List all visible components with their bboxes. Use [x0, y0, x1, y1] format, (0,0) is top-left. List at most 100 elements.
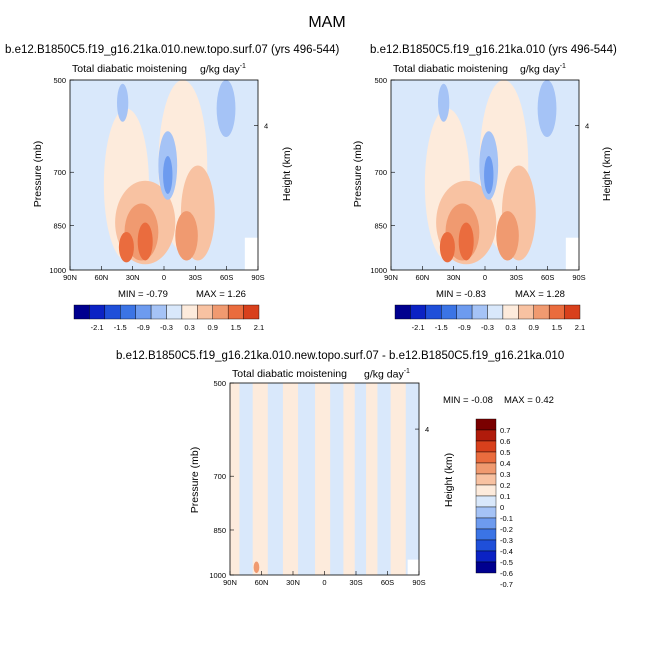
panel-2-ytick-label: 700 [374, 168, 387, 177]
panel-3-units: g/kg day-1 [364, 368, 410, 381]
panel-3-negative-band [354, 383, 367, 575]
panel-2-colorbar-label: -0.3 [481, 323, 494, 332]
panel-2-missing-area [565, 237, 579, 270]
panel-2-contour-strong [458, 222, 474, 261]
panel-3-colorbar-box [475, 528, 497, 541]
panel-2-colorbar-box [564, 304, 581, 320]
panel-3-negative-band [330, 383, 344, 575]
panel-3-colorbar-box [475, 484, 497, 497]
panel-2-contour-moderate-2 [496, 211, 519, 261]
panel-2-colorbar-label: -2.1 [412, 323, 425, 332]
panel-1-colorbar-label: 0.9 [208, 323, 218, 332]
panel-3-colorbar-box [475, 440, 497, 453]
panel-3-colorbar-label: 0.4 [500, 459, 510, 468]
panel-3-ytick-label: 700 [213, 472, 226, 481]
panel-3-colorbar-label: 0.7 [500, 426, 510, 435]
panel-3-negative-band [405, 383, 419, 575]
panel-2-colorbar-label: 0.3 [505, 323, 515, 332]
panel-3-xtick-label: 60N [255, 578, 269, 587]
panel-3-colorbar-box [475, 429, 497, 442]
panel-1-colorbar-label: 0.3 [184, 323, 194, 332]
panel-1-title: b.e12.B1850C5.f19_g16.21ka.010.new.topo.… [5, 44, 340, 56]
panel-1-xtick-label: 30N [126, 273, 140, 282]
panel-3-colorbar-label: -0.3 [500, 536, 513, 545]
panel-3-negative-band [239, 383, 253, 575]
panel-2-colorbar-box [548, 304, 565, 320]
panel-2-xtick-label: 60N [415, 273, 429, 282]
panel-2-title: b.e12.B1850C5.f19_g16.21ka.010 (yrs 496-… [370, 44, 617, 56]
panel-1-xtick-label: 30S [189, 273, 202, 282]
panel-3-colorbar-box [475, 517, 497, 530]
panel-1-colorbar-box [212, 304, 229, 320]
panel-1-colorbar-box [243, 304, 260, 320]
panel-1-colorbar-label: -0.3 [160, 323, 173, 332]
panel-3-min: MIN = -0.08 [443, 395, 493, 406]
panel-3-negative-band [377, 383, 391, 575]
panel-1-colorbar-label: -1.5 [114, 323, 127, 332]
panel-3-negative-band [267, 383, 283, 575]
panel-3-colorbar-label: -0.6 [500, 569, 513, 578]
panel-3-colorbar-label: 0.5 [500, 448, 510, 457]
main-title: MAM [308, 14, 346, 31]
panel-3-xtick-label: 30S [349, 578, 362, 587]
panel-3-colorbar-label: -0.1 [500, 514, 513, 523]
panel-1-contour-strong [137, 222, 153, 261]
panel-3-contour-positive [253, 561, 260, 574]
panel-2-ytick-label: 1000 [370, 266, 387, 275]
panel-1-contour-negative-strong [163, 156, 173, 194]
panel-2-ylabel-right: Height (km) [601, 146, 613, 202]
panel-2-right-tick-label: 4 [585, 122, 589, 131]
panel-2-colorbar-label: 0.9 [529, 323, 539, 332]
panel-2-xtick-label: 90N [384, 273, 398, 282]
panel-3-colorbar-label: -0.5 [500, 558, 513, 567]
panel-2-contour-negative-upper [438, 83, 450, 122]
panel-3-xtick-label: 60S [381, 578, 394, 587]
panel-3-colorbar-box [475, 561, 497, 574]
panel-3-title: b.e12.B1850C5.f19_g16.21ka.010.new.topo.… [116, 350, 565, 362]
panel-3-colorbar-box [475, 462, 497, 475]
panel-1-xtick-label: 0 [162, 273, 166, 282]
panel-1-colorbar-box [120, 304, 136, 320]
panel-1-xtick-label: 60N [94, 273, 108, 282]
panel-1-colorbar-box [181, 304, 198, 320]
panel-3-colorbar-label: 0.2 [500, 481, 510, 490]
panel-1-colorbar-box [150, 304, 167, 320]
panel-1-units: g/kg day-1 [200, 63, 246, 76]
panel-2-min: MIN = -0.83 [436, 289, 486, 300]
panel-3-colorbar-box [475, 418, 497, 431]
panel-2-contour-strong-2 [439, 232, 455, 263]
panel-2-colorbar-box [471, 304, 488, 320]
panel-2-colorbar-box [456, 304, 473, 320]
panel-3-subtitle: Total diabatic moistening [232, 368, 347, 380]
panel-3-colorbar-box [475, 506, 497, 519]
panel-1-max: MAX = 1.26 [196, 289, 246, 300]
panel-1-ytick-label: 850 [53, 221, 66, 230]
panel-2-contour-negative-strong [484, 156, 494, 194]
panel-3-colorbar-box [475, 451, 497, 464]
panel-3-colorbar-box [475, 473, 497, 486]
panel-1-ytick-label: 1000 [49, 266, 66, 275]
panel-3-colorbar-label: -0.2 [500, 525, 513, 534]
panel-2-xtick-label: 30N [447, 273, 461, 282]
panel-1-colorbar-box [197, 304, 213, 320]
panel-1-contour-strong-2 [118, 232, 134, 263]
panel-1-colorbar-box [135, 304, 152, 320]
panel-1-subtitle: Total diabatic moistening [72, 63, 187, 75]
panel-3-colorbar-label: -0.7 [500, 580, 513, 589]
panel-1-right-tick-label: 4 [264, 122, 268, 131]
panel-2-ytick-label: 850 [374, 221, 387, 230]
panel-3-max: MAX = 0.42 [504, 395, 554, 406]
panel-2-ylabel: Pressure (mb) [352, 140, 364, 208]
panel-1-colorbar-box [166, 304, 183, 320]
panel-1-colorbar-box [73, 304, 90, 320]
panel-2-max: MAX = 1.28 [515, 289, 565, 300]
panel-3-ytick-label: 850 [213, 526, 226, 535]
panel-3-colorbar-label: 0.6 [500, 437, 510, 446]
panel-3-missing-area [407, 559, 419, 575]
panel-2-colorbar-box [487, 304, 504, 320]
panel-1-min: MIN = -0.79 [118, 289, 168, 300]
panel-1-colorbar-box [89, 304, 106, 320]
panel-1-xtick-label: 90N [63, 273, 77, 282]
panel-3-ytick-label: 1000 [209, 571, 226, 580]
